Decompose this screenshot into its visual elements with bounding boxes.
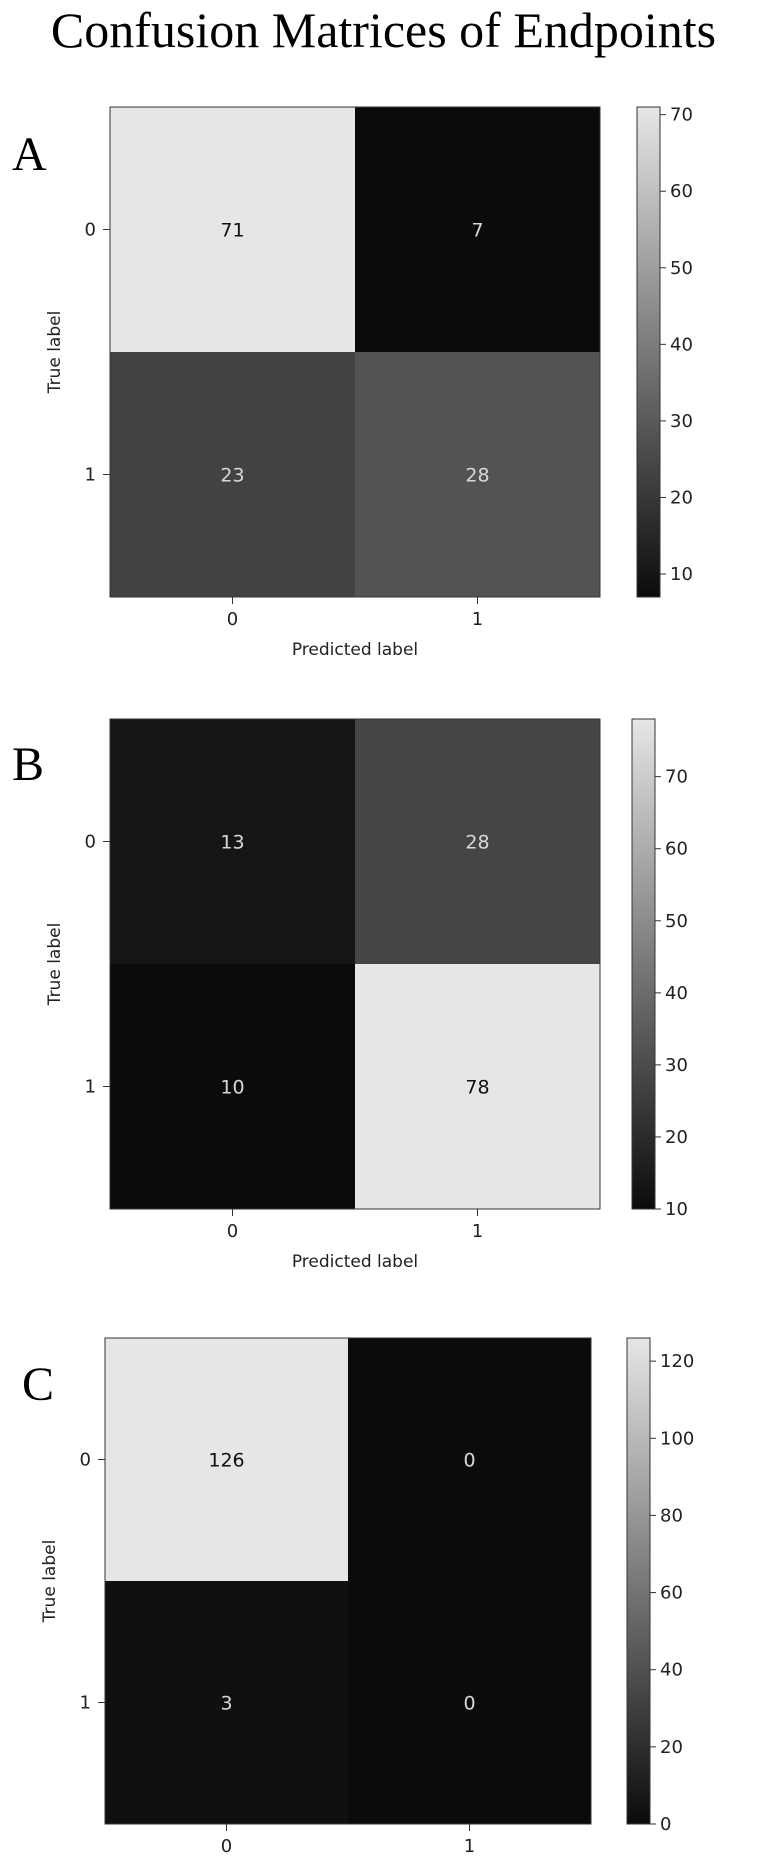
panel-a-y-tick-label-0: 0 bbox=[85, 220, 96, 241]
panel-c-cell-label-0-1: 0 bbox=[463, 1450, 475, 1472]
panel-b-cell-0-1 bbox=[355, 719, 600, 964]
panel-c-colorbar-tick-label-5: 100 bbox=[660, 1428, 694, 1449]
panel-c-x-tick-label-1: 1 bbox=[464, 1836, 475, 1857]
panel-b-cell-0-0 bbox=[110, 719, 355, 964]
panel-c-colorbar-tick-label-3: 60 bbox=[660, 1583, 683, 1604]
panel-b-colorbar-tick-label-2: 30 bbox=[665, 1055, 688, 1076]
panel-a-matrix-frame bbox=[109, 106, 601, 598]
panel-a-cell-label-1-1: 28 bbox=[465, 465, 489, 487]
panel-a-cell-0-1 bbox=[355, 107, 600, 352]
panel-b-xlabel: Predicted label bbox=[292, 1252, 418, 1272]
panel-c-cell-0-0 bbox=[105, 1338, 348, 1581]
panel-b-colorbar bbox=[631, 718, 656, 1210]
panel-a-cell-label-1-0: 23 bbox=[220, 465, 244, 487]
panel-b-cell-1-0 bbox=[110, 964, 355, 1209]
panel-a-cell-label-0-1: 7 bbox=[471, 220, 483, 242]
panel-b-y-tick-label-1: 1 bbox=[85, 1077, 96, 1098]
panel-c-letter: C bbox=[22, 1358, 54, 1411]
panel-a-ylabel: True label bbox=[45, 311, 65, 395]
panel-b-ylabel: True label bbox=[45, 923, 65, 1007]
panel-a-letter: A bbox=[12, 128, 47, 181]
panel-c-colorbar bbox=[626, 1337, 651, 1825]
panel-a-colorbar-tick-label-1: 20 bbox=[670, 487, 693, 508]
panel-a-colorbar-tick-label-2: 30 bbox=[670, 411, 693, 432]
panel-c-y-tick-label-0: 0 bbox=[80, 1450, 91, 1471]
panel-a-colorbar-tick-label-4: 50 bbox=[670, 258, 693, 279]
panel-b-colorbar-tick-label-3: 40 bbox=[665, 983, 688, 1004]
panel-a-colorbar-tick-label-6: 70 bbox=[670, 105, 693, 126]
panel-a-y-tick-label-1: 1 bbox=[85, 465, 96, 486]
panel-a-x-tick-label-0: 0 bbox=[227, 609, 238, 630]
panel-b-cell-label-0-1: 28 bbox=[465, 832, 489, 854]
panel-b-y-tick-label-0: 0 bbox=[85, 832, 96, 853]
panel-c-cell-label-1-1: 0 bbox=[463, 1693, 475, 1715]
panel-b-matrix-frame bbox=[109, 718, 601, 1210]
panel-b-colorbar-tick-label-0: 10 bbox=[665, 1199, 688, 1220]
panel-c-ylabel: True label bbox=[40, 1540, 60, 1624]
panel-a-colorbar-tick-label-0: 10 bbox=[670, 564, 693, 585]
panel-b-cell-1-1 bbox=[355, 964, 600, 1209]
panel-b-cell-label-1-1: 78 bbox=[465, 1077, 489, 1099]
panel-c-colorbar-tick-label-1: 20 bbox=[660, 1737, 683, 1758]
panel-c-cell-1-1 bbox=[348, 1581, 591, 1824]
panel-a-colorbar-tick-label-3: 40 bbox=[670, 334, 693, 355]
panel-a-xlabel: Predicted label bbox=[292, 640, 418, 660]
panel-b-letter: B bbox=[12, 738, 44, 791]
panel-c-cell-label-0-0: 126 bbox=[208, 1450, 244, 1472]
panel-b-cell-label-1-0: 10 bbox=[220, 1077, 244, 1099]
panel-a-cell-1-1 bbox=[355, 352, 600, 597]
panel-b-x-tick-label-0: 0 bbox=[227, 1221, 238, 1242]
panel-c-colorbar-tick-label-6: 120 bbox=[660, 1351, 694, 1372]
panel-b-x-tick-label-1: 1 bbox=[472, 1221, 483, 1242]
panel-b-cell-label-0-0: 13 bbox=[220, 832, 244, 854]
panel-a-cell-1-0 bbox=[110, 352, 355, 597]
panel-c-y-tick-label-1: 1 bbox=[80, 1693, 91, 1714]
panel-a-colorbar bbox=[636, 106, 661, 598]
panel-c-colorbar-tick-label-4: 80 bbox=[660, 1505, 683, 1526]
panel-c-matrix-frame bbox=[104, 1337, 592, 1825]
panel-b-colorbar-tick-label-1: 20 bbox=[665, 1127, 688, 1148]
panel-b-colorbar-tick-label-4: 50 bbox=[665, 911, 688, 932]
panel-a-x-tick-label-1: 1 bbox=[472, 609, 483, 630]
panel-b-colorbar-tick-label-5: 60 bbox=[665, 839, 688, 860]
panel-c-cell-0-1 bbox=[348, 1338, 591, 1581]
panel-a-cell-0-0 bbox=[110, 107, 355, 352]
panel-a-colorbar-tick-label-5: 60 bbox=[670, 181, 693, 202]
panel-c-cell-label-1-0: 3 bbox=[220, 1693, 232, 1715]
figure-title: Confusion Matrices of Endpoints bbox=[50, 2, 717, 58]
panel-a-cell-label-0-0: 71 bbox=[220, 220, 244, 242]
panel-c-colorbar-tick-label-2: 40 bbox=[660, 1660, 683, 1681]
panel-c-cell-1-0 bbox=[105, 1581, 348, 1824]
panel-c-x-tick-label-0: 0 bbox=[221, 1836, 232, 1857]
panel-c-colorbar-tick-label-0: 0 bbox=[660, 1814, 671, 1835]
panel-b-colorbar-tick-label-6: 70 bbox=[665, 767, 688, 788]
